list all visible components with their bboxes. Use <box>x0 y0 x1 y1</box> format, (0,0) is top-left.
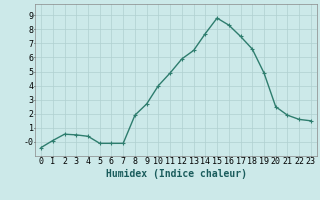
X-axis label: Humidex (Indice chaleur): Humidex (Indice chaleur) <box>106 169 246 179</box>
